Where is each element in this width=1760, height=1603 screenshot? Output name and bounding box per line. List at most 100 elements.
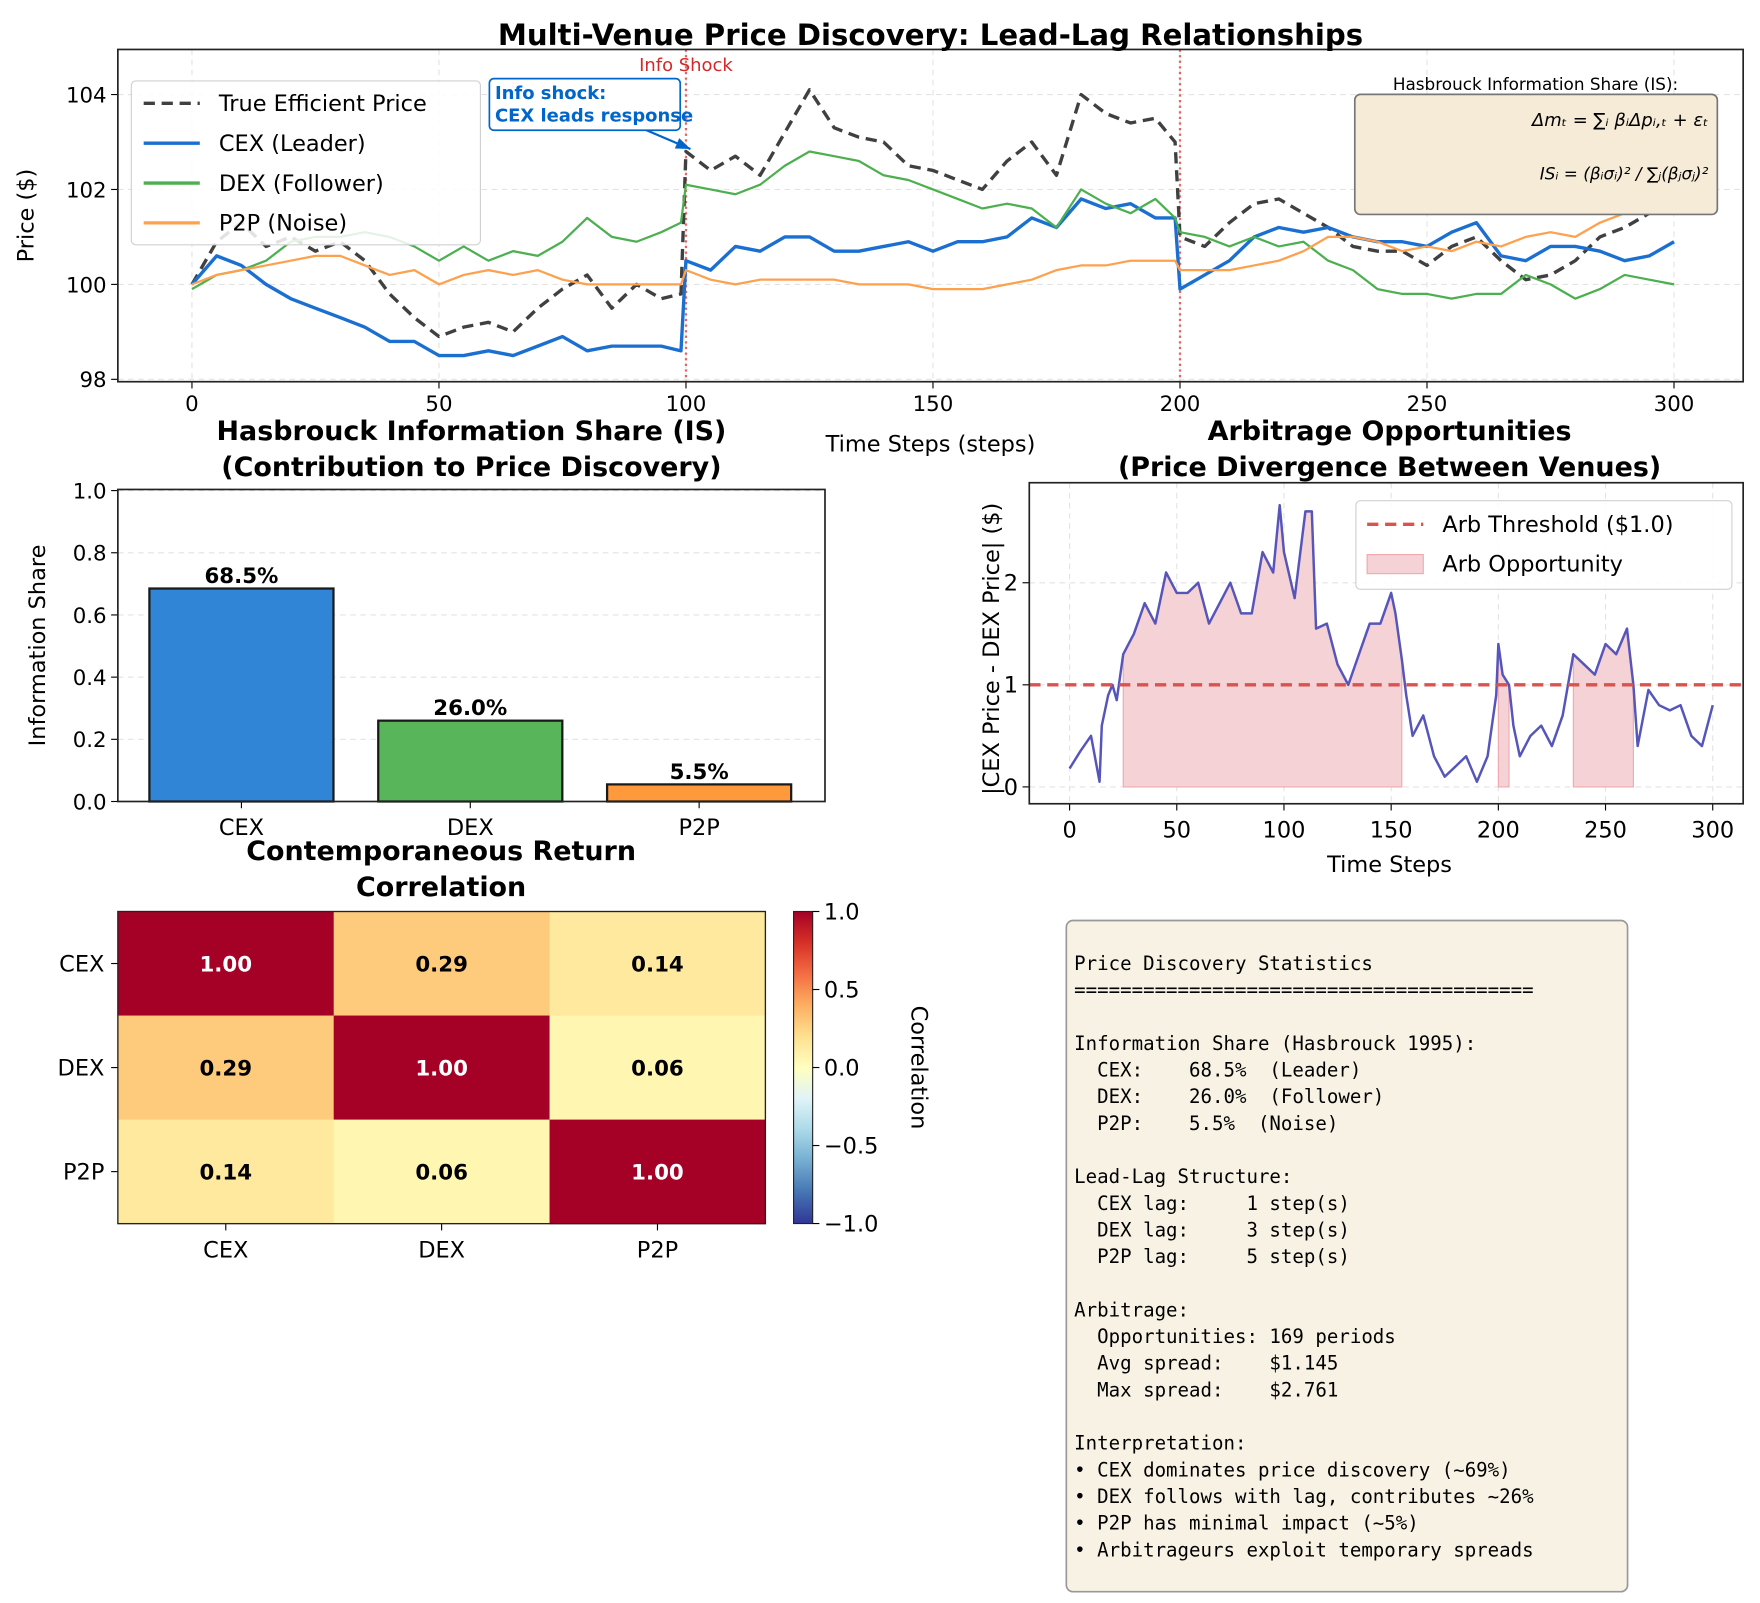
- arbitrage-chart: 0 50 100 150 200 250 300 0 1 2 Arbitrage Opportuni…: [979, 416, 1745, 878]
- arb-opportunity-region: [1497, 643, 1510, 788]
- x-tick-label: 250: [1407, 392, 1448, 417]
- col-label: CEX: [203, 1237, 248, 1263]
- chart-title: Arbitrage Opportunities: [1208, 416, 1572, 447]
- annotation-text: Info shock:: [495, 83, 606, 104]
- y-tick-label: 1: [1004, 673, 1018, 699]
- chart-title: (Price Divergence Between Venues): [1118, 452, 1661, 483]
- cell-value-label: 0.06: [415, 1160, 468, 1185]
- formula-box: [1353, 93, 1719, 216]
- x-tick-label: 150: [1370, 817, 1413, 843]
- chart-title: Correlation: [356, 872, 526, 903]
- legend: True Efficient Price CEX (Leader) DEX (Fol…: [130, 80, 481, 246]
- x-tick-label: P2P: [678, 815, 719, 841]
- stats-line: Arbitrage:: [1074, 1299, 1189, 1321]
- bar-p2p: [605, 783, 793, 803]
- colorbar-tick-label: −1.0: [824, 1211, 878, 1237]
- heatmap-cell: [333, 911, 551, 1017]
- series-line-dex: [191, 150, 1675, 300]
- price-chart: 0 50 100 150 200 250 300 98 100 102 104 Info Shock M…: [14, 18, 1745, 457]
- heatmap-cell: [117, 1015, 335, 1121]
- stats-line: Information Share (Hasbrouck 1995):: [1074, 1033, 1476, 1055]
- stats-box: [1065, 919, 1629, 1593]
- bar-value-label: 5.5%: [670, 760, 729, 785]
- colorbar-tick-label: 0.0: [824, 1055, 860, 1081]
- y-tick-label: 1.0: [73, 479, 107, 504]
- stats-line: Lead-Lag Structure:: [1074, 1166, 1292, 1188]
- legend-box: [130, 80, 481, 246]
- x-tick-label: 0: [1062, 817, 1076, 843]
- information-share-bar-chart: 0.0 0.2 0.4 0.6 0.8 1.0 68.5% CEX 26.0% DEX 5.5% P2…: [25, 416, 826, 841]
- y-tick-label: 0.2: [73, 728, 107, 753]
- bar-dex: [377, 719, 564, 803]
- y-axis-label: Information Share: [25, 545, 51, 747]
- legend-item-label: Arb Threshold ($1.0): [1442, 512, 1673, 538]
- cell-value-label: 1.00: [415, 1056, 468, 1081]
- arrow-head-icon: [674, 138, 691, 150]
- y-axis-label: Price ($): [14, 169, 40, 263]
- legend-item-label: Arb Opportunity: [1442, 551, 1623, 577]
- series-line-cex: [190, 197, 1675, 358]
- y-tick-label: 0.6: [73, 604, 107, 629]
- stats-line: Opportunities: 169 periods: [1074, 1326, 1396, 1348]
- series-line-p2p: [191, 197, 1675, 291]
- legend-item-label: True Efficient Price: [218, 91, 427, 117]
- stats-line: CEX: 68.5% (Leader): [1074, 1060, 1361, 1082]
- spread-line: [1068, 503, 1714, 783]
- axes-frame: [117, 488, 826, 803]
- formula-2: ISᵢ = (βᵢσᵢ)² / ∑ⱼ(βⱼσⱼ)²: [1540, 164, 1709, 184]
- stats-line: DEX lag: 3 step(s): [1074, 1219, 1350, 1241]
- stats-panel: Price Discovery Statistics ==============…: [1065, 919, 1629, 1593]
- colorbar-tick-label: 1.0: [824, 899, 860, 925]
- x-axis-label: Time Steps (steps): [825, 431, 1036, 457]
- y-tick-label: 98: [80, 368, 107, 393]
- x-tick-label: 0: [185, 392, 199, 417]
- row-label: P2P: [63, 1159, 104, 1185]
- formula-1: Δmₜ = ∑ᵢ βᵢΔpᵢ,ₜ + εₜ: [1530, 110, 1708, 131]
- y-tick-label: 0: [1004, 775, 1018, 801]
- legend-item-label: CEX (Leader): [219, 131, 366, 157]
- x-tick-label: 200: [1477, 817, 1520, 843]
- formula-title: Hasbrouck Information Share (IS):: [1393, 74, 1678, 94]
- col-label: P2P: [637, 1237, 678, 1263]
- colorbar: [793, 910, 814, 1225]
- x-tick-label: 150: [913, 392, 954, 417]
- x-tick-label: CEX: [219, 815, 264, 841]
- y-tick-label: 104: [66, 83, 107, 108]
- cell-value-label: 1.00: [631, 1160, 684, 1185]
- correlation-heatmap: 1.00 0.29 0.14 0.29 1.00 0.06 0.14 0.06 1.00 CEX D…: [58, 836, 932, 1263]
- cell-value-label: 0.14: [199, 1160, 252, 1185]
- x-tick-label: 300: [1691, 817, 1734, 843]
- y-tick-label: 2: [1004, 571, 1018, 597]
- row-label: DEX: [58, 1055, 105, 1081]
- heatmap-cell: [549, 911, 766, 1017]
- x-tick-label: 50: [1162, 817, 1191, 843]
- y-tick-label: 0.8: [73, 542, 107, 567]
- bar-value-label: 68.5%: [204, 564, 278, 589]
- chart-title: Hasbrouck Information Share (IS): [217, 416, 727, 447]
- x-axis-label: Time Steps: [1326, 852, 1452, 878]
- heatmap-cell: [333, 1119, 551, 1225]
- stats-line: DEX: 26.0% (Follower): [1074, 1086, 1384, 1108]
- info-shock-label: Info Shock: [639, 55, 733, 76]
- y-tick-label: 100: [66, 273, 107, 298]
- x-tick-label: DEX: [447, 815, 494, 841]
- stats-line: Avg spread: $1.145: [1074, 1353, 1338, 1375]
- x-tick-label: 250: [1584, 817, 1627, 843]
- colorbar-tick-label: −0.5: [824, 1133, 878, 1159]
- y-tick-label: 0.4: [73, 666, 107, 691]
- y-tick-label: 102: [66, 178, 107, 203]
- stats-line: Price Discovery Statistics: [1074, 953, 1373, 975]
- stats-line: • P2P has minimal impact (~5%): [1074, 1513, 1419, 1535]
- bar-value-label: 26.0%: [433, 696, 507, 721]
- chart-title: Multi-Venue Price Discovery: Lead-Lag Re…: [498, 18, 1363, 52]
- chart-title: (Contribution to Price Discovery): [221, 452, 721, 483]
- axes-frame: [1028, 481, 1745, 805]
- stats-line: P2P lag: 5 step(s): [1074, 1246, 1350, 1268]
- x-tick-label: 300: [1654, 392, 1695, 417]
- x-tick-label: 50: [425, 392, 452, 417]
- x-tick-label: 200: [1160, 392, 1201, 417]
- cell-value-label: 0.14: [631, 952, 684, 977]
- colorbar-label: Correlation: [905, 1006, 931, 1130]
- annotation-box: [488, 77, 682, 132]
